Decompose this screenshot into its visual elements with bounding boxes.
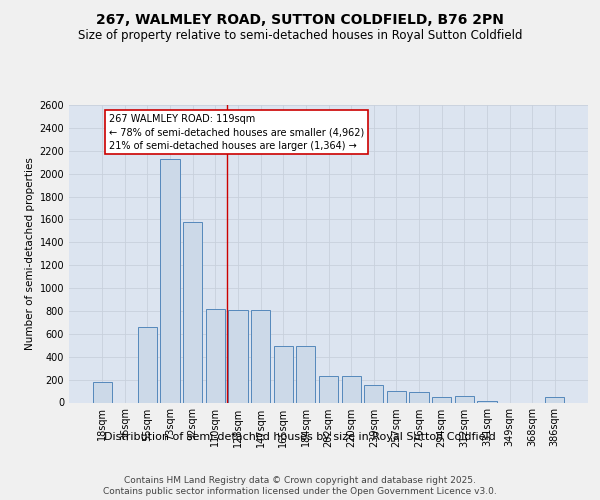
Bar <box>364 385 383 402</box>
Bar <box>477 401 497 402</box>
Bar <box>183 222 202 402</box>
Text: Contains HM Land Registry data © Crown copyright and database right 2025.: Contains HM Land Registry data © Crown c… <box>124 476 476 485</box>
Bar <box>409 392 428 402</box>
Bar <box>387 391 406 402</box>
Y-axis label: Number of semi-detached properties: Number of semi-detached properties <box>25 158 35 350</box>
Bar <box>274 346 293 403</box>
Bar <box>455 396 474 402</box>
Bar <box>92 382 112 402</box>
Bar <box>229 310 248 402</box>
Bar <box>319 376 338 402</box>
Bar <box>138 327 157 402</box>
Bar <box>251 310 270 402</box>
Bar <box>206 308 225 402</box>
Bar <box>432 397 451 402</box>
Bar <box>160 159 180 402</box>
Text: 267 WALMLEY ROAD: 119sqm
← 78% of semi-detached houses are smaller (4,962)
21% o: 267 WALMLEY ROAD: 119sqm ← 78% of semi-d… <box>109 114 364 150</box>
Bar <box>341 376 361 402</box>
Bar <box>545 397 565 402</box>
Bar <box>296 346 316 403</box>
Text: Distribution of semi-detached houses by size in Royal Sutton Coldfield: Distribution of semi-detached houses by … <box>104 432 496 442</box>
Text: Contains public sector information licensed under the Open Government Licence v3: Contains public sector information licen… <box>103 488 497 496</box>
Text: Size of property relative to semi-detached houses in Royal Sutton Coldfield: Size of property relative to semi-detach… <box>78 29 522 42</box>
Text: 267, WALMLEY ROAD, SUTTON COLDFIELD, B76 2PN: 267, WALMLEY ROAD, SUTTON COLDFIELD, B76… <box>96 12 504 26</box>
